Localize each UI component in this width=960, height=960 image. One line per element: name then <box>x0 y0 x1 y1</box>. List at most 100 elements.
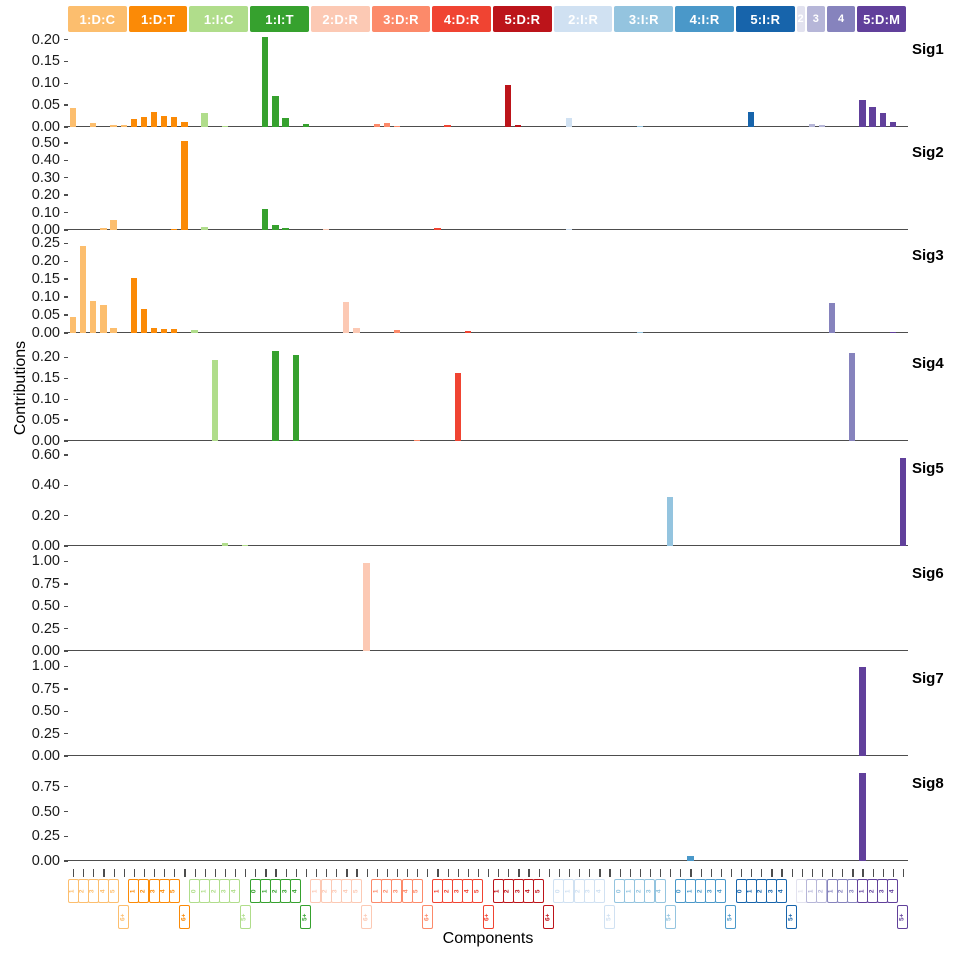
x-tick-label-text: 6+ <box>119 913 127 921</box>
x-tick-mark <box>285 869 287 877</box>
x-tick-mark <box>619 869 621 877</box>
y-tick-mark <box>64 732 68 735</box>
y-tick-label: 0.15 <box>31 370 60 387</box>
x-tick-label-text: 5+ <box>665 913 673 921</box>
x-tick-label: 5+ <box>664 905 676 929</box>
x-tick-label: 5 <box>108 879 120 903</box>
y-tick-mark <box>64 142 68 144</box>
x-tick-mark <box>821 869 824 877</box>
x-tick-mark <box>771 869 773 877</box>
category-block-label: 5:D:M <box>863 11 901 27</box>
x-tick-label-text: 1 <box>311 889 319 893</box>
x-tick-mark <box>457 869 459 877</box>
y-tick-mark <box>64 177 68 179</box>
y-tick-label: 0.25 <box>31 828 60 845</box>
x-tick-label: 0 <box>735 879 747 903</box>
panel-baseline <box>68 33 908 127</box>
x-tick-mark <box>599 869 601 877</box>
x-tick-mark <box>609 869 611 877</box>
x-tick-label: 5+ <box>725 905 737 929</box>
x-tick-label-text: 5 <box>109 889 117 893</box>
bar <box>140 117 148 127</box>
x-tick-label-text: 2 <box>868 889 876 893</box>
bar <box>505 85 512 127</box>
bar <box>515 125 522 127</box>
x-tick-mark <box>275 869 277 877</box>
y-tick-label: 0.20 <box>31 187 60 204</box>
x-tick-label: 3 <box>391 879 403 903</box>
x-tick-label-text: 1 <box>68 889 76 893</box>
x-tick-label-text: 2 <box>817 889 825 893</box>
category-block-4: 4 <box>826 6 856 32</box>
x-tick-mark <box>892 869 894 877</box>
x-tick-label-text: 0 <box>736 889 744 893</box>
x-tick-mark <box>154 869 156 877</box>
bar <box>414 439 421 441</box>
category-block-4-I-R: 4:I:R <box>675 6 734 32</box>
y-tick-mark <box>64 545 68 547</box>
x-tick-label: 6+ <box>178 905 190 929</box>
x-tick-mark <box>427 869 429 877</box>
x-tick-label-text: 6+ <box>362 913 370 921</box>
x-tick-label-text: 0 <box>554 889 562 893</box>
x-tick-label-text: 2 <box>503 889 511 893</box>
bar <box>565 118 573 127</box>
x-tick-label-text: 1 <box>433 889 441 893</box>
panel-baseline <box>68 239 908 333</box>
x-tick-mark <box>518 869 520 877</box>
x-tick-mark <box>174 869 176 877</box>
bar <box>110 327 117 333</box>
y-tick-label: 0.25 <box>31 235 60 252</box>
y-axis-title: Contributions <box>12 340 29 436</box>
bar <box>292 355 299 441</box>
x-tick-label-text: 3 <box>645 889 653 893</box>
x-tick-mark <box>832 869 834 877</box>
x-tick-label: 5 <box>472 879 484 903</box>
x-tick-label-text: 3 <box>89 889 97 893</box>
x-tick-label-text: 2 <box>574 889 582 893</box>
x-tick-mark <box>579 869 581 877</box>
y-tick-label: 0.10 <box>31 289 60 306</box>
bar <box>161 329 168 333</box>
y-tick-mark <box>64 377 68 380</box>
y-tick-label: 0.05 <box>31 412 60 429</box>
x-tick-label-text: 4 <box>402 889 410 893</box>
x-tick-label-text: 5+ <box>605 913 613 921</box>
y-tick-label: 0.00 <box>31 433 60 449</box>
category-block-4-D-R: 4:D:R <box>432 6 492 32</box>
x-tick-mark <box>265 869 267 877</box>
y-tick-label: 0.20 <box>31 349 60 366</box>
x-tick-mark <box>93 869 95 877</box>
x-tick-mark <box>690 869 692 877</box>
x-tick-label-text: 2 <box>837 889 845 893</box>
x-tick-mark <box>751 869 753 877</box>
x-tick-label: 5 <box>350 879 362 903</box>
y-tick-mark <box>64 454 68 456</box>
bar <box>869 106 876 127</box>
bar <box>373 123 380 127</box>
x-tick-mark <box>680 869 682 877</box>
x-tick-mark <box>113 869 115 877</box>
x-tick-label-text: 1 <box>807 889 815 893</box>
x-axis-tick-marks <box>68 869 908 878</box>
y-tick-mark <box>64 278 68 280</box>
bar <box>171 228 178 230</box>
y-tick-mark <box>64 560 68 563</box>
x-tick-label-text: 3 <box>281 889 289 893</box>
y-tick-mark <box>64 627 68 630</box>
x-tick-label-text: 1 <box>746 889 754 893</box>
x-tick-mark <box>315 869 318 877</box>
x-tick-label: 6+ <box>118 905 130 929</box>
x-tick-label-text: 2 <box>635 889 643 893</box>
x-tick-label-text: 5+ <box>240 913 248 921</box>
bar <box>343 302 350 333</box>
x-tick-label-text: 2 <box>210 889 218 893</box>
y-tick-label: 0.60 <box>31 447 60 464</box>
x-tick-mark <box>761 869 763 877</box>
x-tick-label-text: 1 <box>493 889 501 893</box>
x-tick-label: 4 <box>775 879 787 903</box>
x-tick-mark <box>214 869 216 877</box>
category-block-5-D-M: 5:D:M <box>857 6 906 32</box>
category-block-2-I-R: 2:I:R <box>553 6 613 32</box>
x-tick-label: 5 <box>411 879 423 903</box>
